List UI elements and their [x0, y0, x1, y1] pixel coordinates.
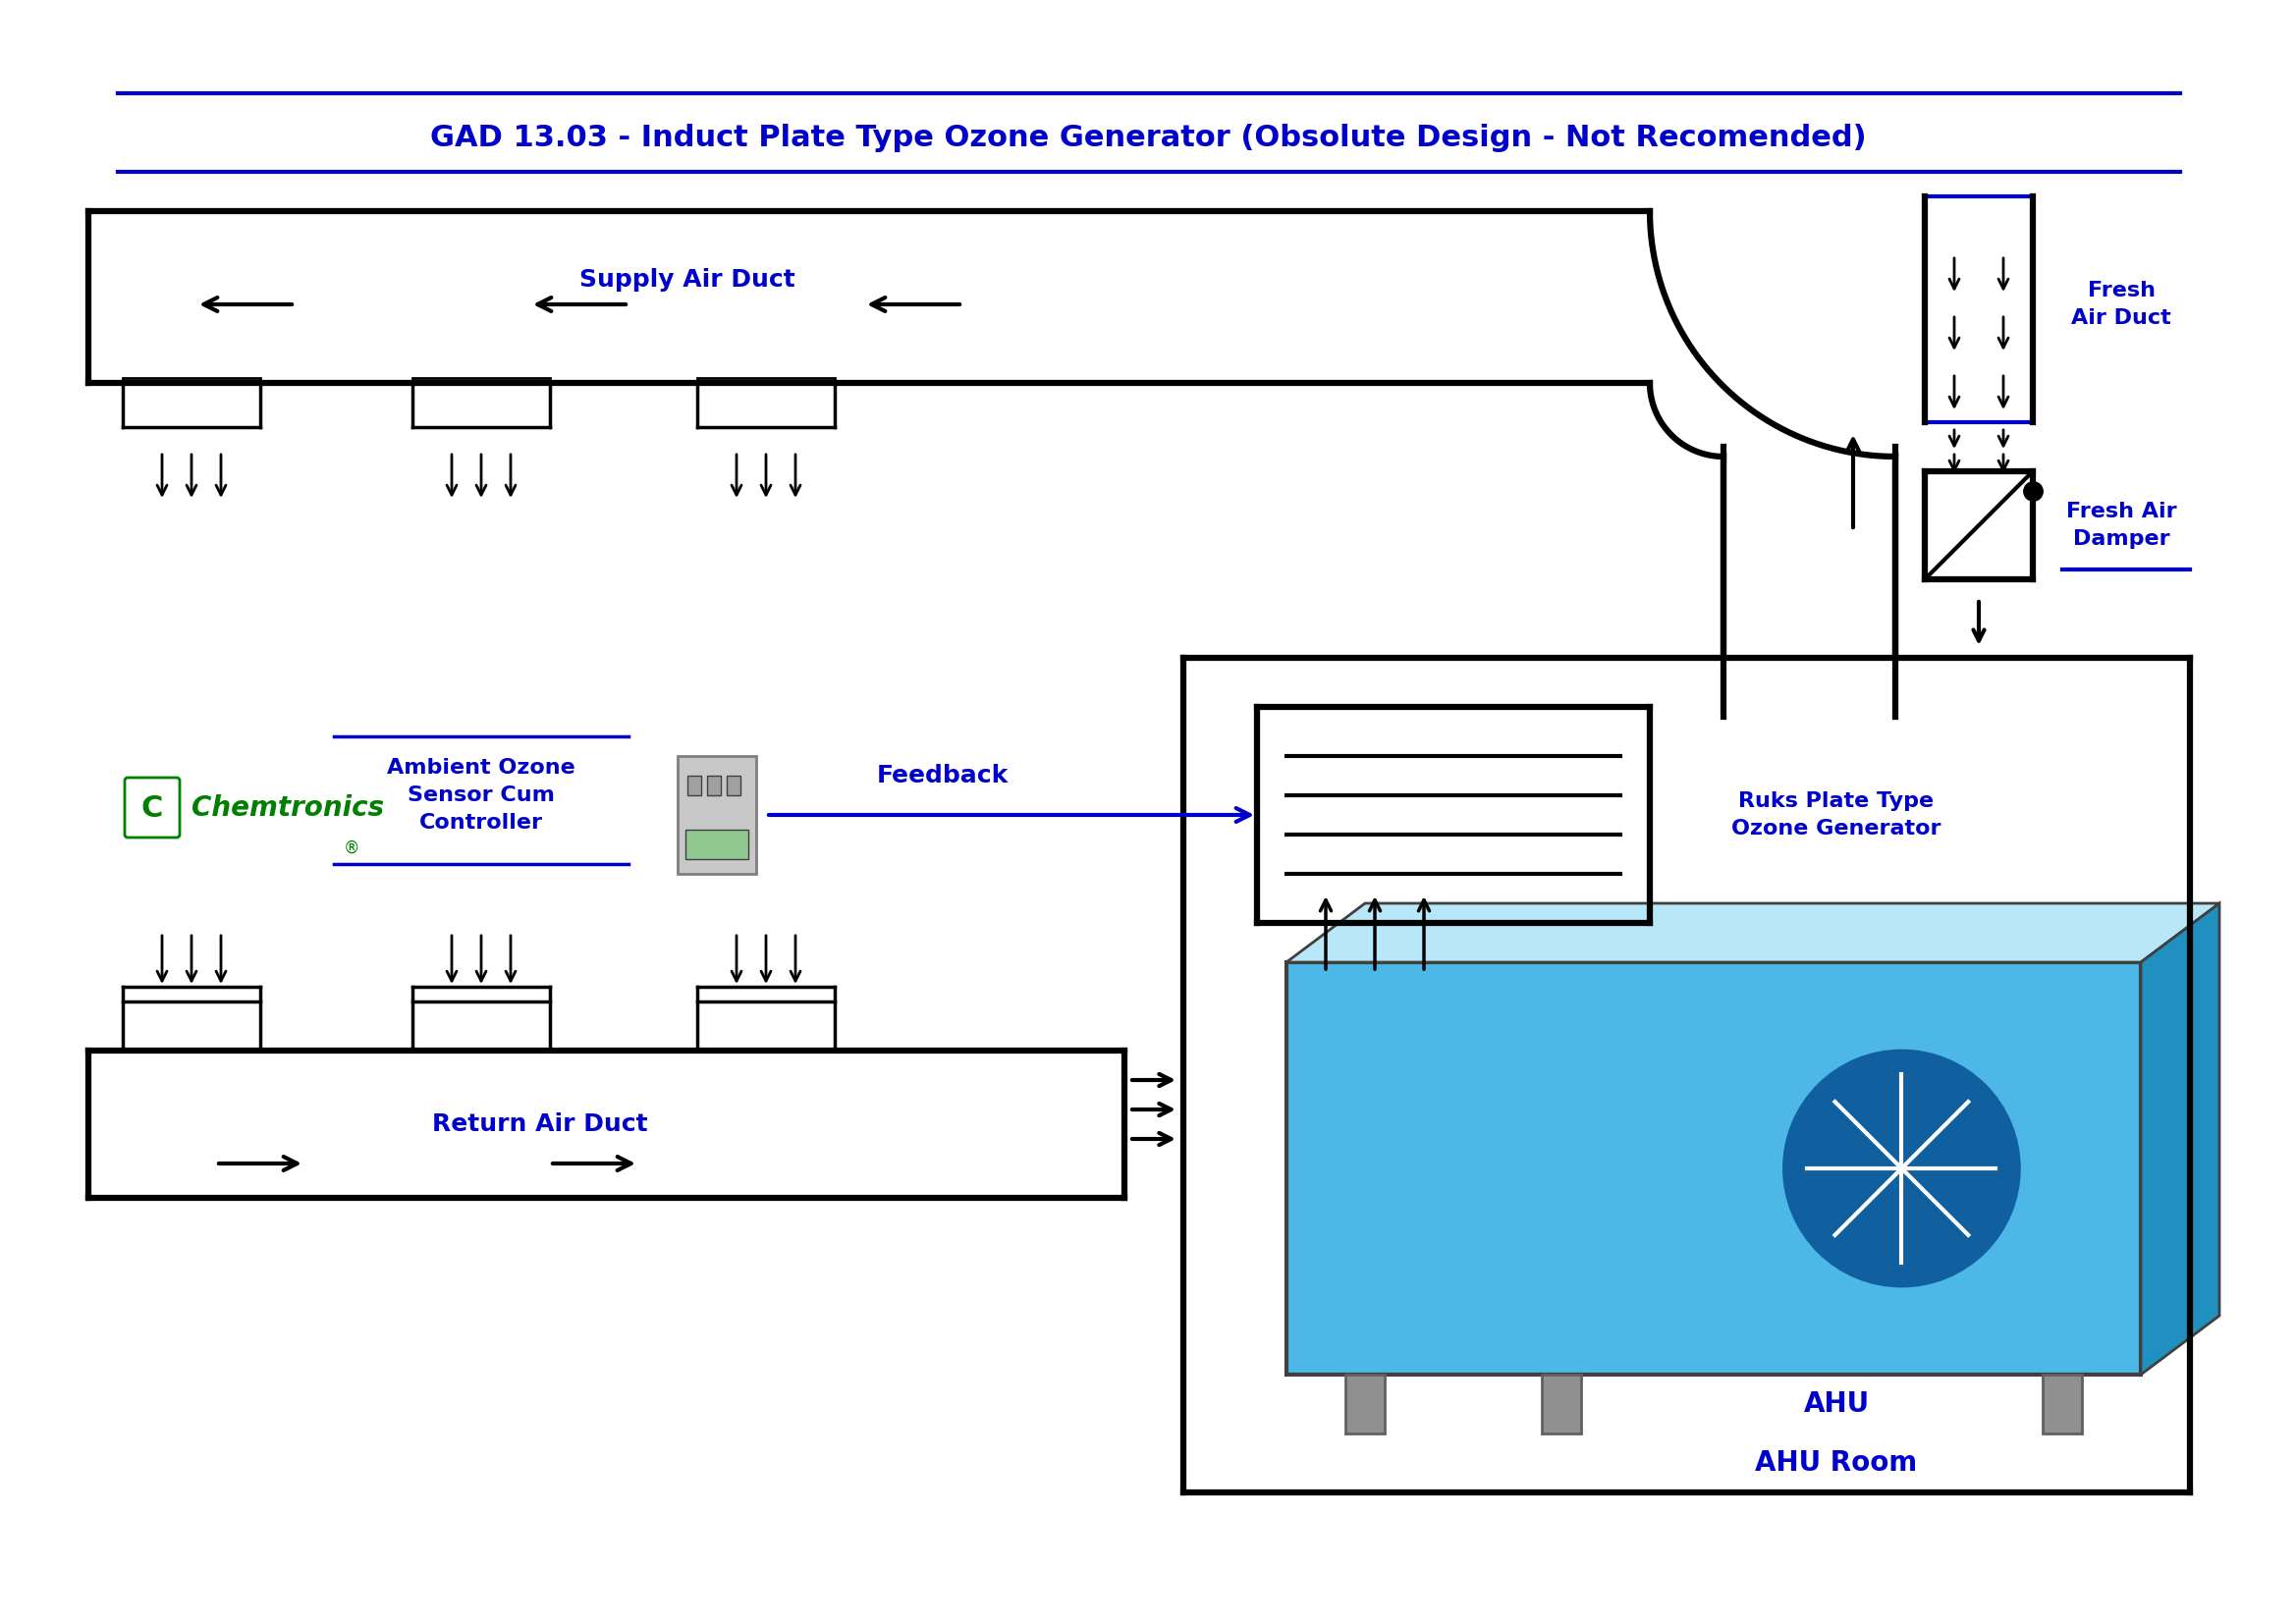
Bar	[1345, 1375, 1384, 1433]
Polygon shape	[2140, 904, 2220, 1375]
Text: Return Air Duct: Return Air Duct	[432, 1112, 647, 1136]
Text: Chemtronics: Chemtronics	[191, 794, 383, 821]
Text: C: C	[142, 794, 163, 823]
Text: Supply Air Duct: Supply Air Duct	[579, 268, 794, 292]
Bar	[707, 776, 721, 795]
Polygon shape	[1286, 904, 2220, 962]
Bar	[728, 776, 739, 795]
Bar	[2043, 1375, 2082, 1433]
Text: Ruks Plate Type
Ozone Generator: Ruks Plate Type Ozone Generator	[1731, 792, 1940, 839]
Circle shape	[1784, 1050, 2020, 1285]
Bar	[1286, 962, 2140, 1375]
Text: Fresh Air
Damper: Fresh Air Damper	[2066, 502, 2177, 549]
Bar	[677, 756, 755, 873]
Text: Fresh
Air Duct: Fresh Air Duct	[2071, 281, 2172, 328]
Bar	[413, 378, 551, 427]
Bar	[698, 378, 836, 427]
Text: Feedback: Feedback	[877, 764, 1008, 787]
Text: AHU: AHU	[1802, 1391, 1869, 1419]
Text: Ambient Ozone
Sensor Cum
Controller: Ambient Ozone Sensor Cum Controller	[388, 758, 576, 833]
Bar	[687, 829, 748, 859]
Text: AHU Room: AHU Room	[1754, 1449, 1917, 1477]
Bar	[687, 776, 700, 795]
Text: ®: ®	[344, 839, 360, 857]
Text: GAD 13.03 - Induct Plate Type Ozone Generator (Obsolute Design - Not Recomended): GAD 13.03 - Induct Plate Type Ozone Gene…	[429, 123, 1867, 151]
Bar	[122, 378, 259, 427]
Bar	[1543, 1375, 1582, 1433]
